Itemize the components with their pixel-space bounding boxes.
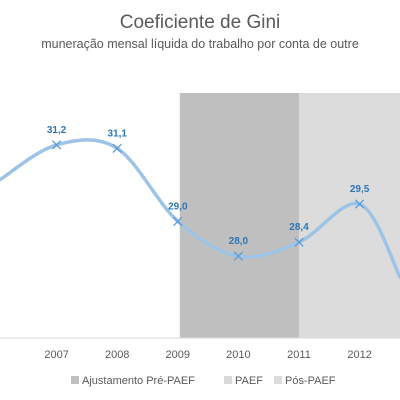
series-markers <box>51 140 365 261</box>
data-label: 29,0 <box>168 201 188 212</box>
data-point-marker <box>51 140 62 150</box>
legend-swatch <box>224 376 232 384</box>
data-label: 28,4 <box>289 222 309 233</box>
legend-swatch <box>274 376 282 384</box>
x-tick-labels: 6200720082009201020112012 <box>44 349 371 361</box>
legend-item: PAEF <box>224 375 263 387</box>
period-band-3 <box>299 93 400 338</box>
period-band-1 <box>179 93 299 338</box>
legend-label: Ajustamento Pré-PAEF <box>82 375 195 387</box>
legend-item: Pós-PAEF <box>274 375 336 387</box>
legend: Ajustamento Pré-PAEF PAEF Pós-PAEF <box>71 375 336 387</box>
data-label: 28,0 <box>229 236 249 247</box>
x-tick-label: 2011 <box>287 349 311 361</box>
data-label: 29,5 <box>350 184 370 195</box>
data-point-marker <box>354 199 365 209</box>
chart-title: Coeficiente de Gini <box>120 12 281 33</box>
data-point-marker <box>173 216 183 227</box>
data-labels: 31,2 31,1 29,0 28,0 28,4 29,5 <box>47 125 370 247</box>
legend-item: Ajustamento Pré-PAEF <box>71 375 195 387</box>
x-tick-label: 2008 <box>105 349 129 361</box>
chart-subtitle: muneração mensal líquida do trabalho por… <box>41 37 359 51</box>
data-label: 31,2 <box>47 125 67 136</box>
legend-label: Pós-PAEF <box>285 375 336 387</box>
legend-label: PAEF <box>235 375 263 387</box>
data-label: 31,1 <box>107 128 127 139</box>
data-point-marker <box>112 143 122 154</box>
legend-swatch <box>71 376 79 384</box>
data-point-marker <box>233 251 244 261</box>
x-tick-label: 2010 <box>226 349 250 361</box>
data-point-marker <box>294 237 304 247</box>
series-line <box>0 138 400 279</box>
period-bands <box>179 93 400 338</box>
x-tick-label: 2007 <box>44 349 68 361</box>
x-tick-label: 2009 <box>166 349 190 361</box>
x-tick-label: 2012 <box>347 349 371 361</box>
